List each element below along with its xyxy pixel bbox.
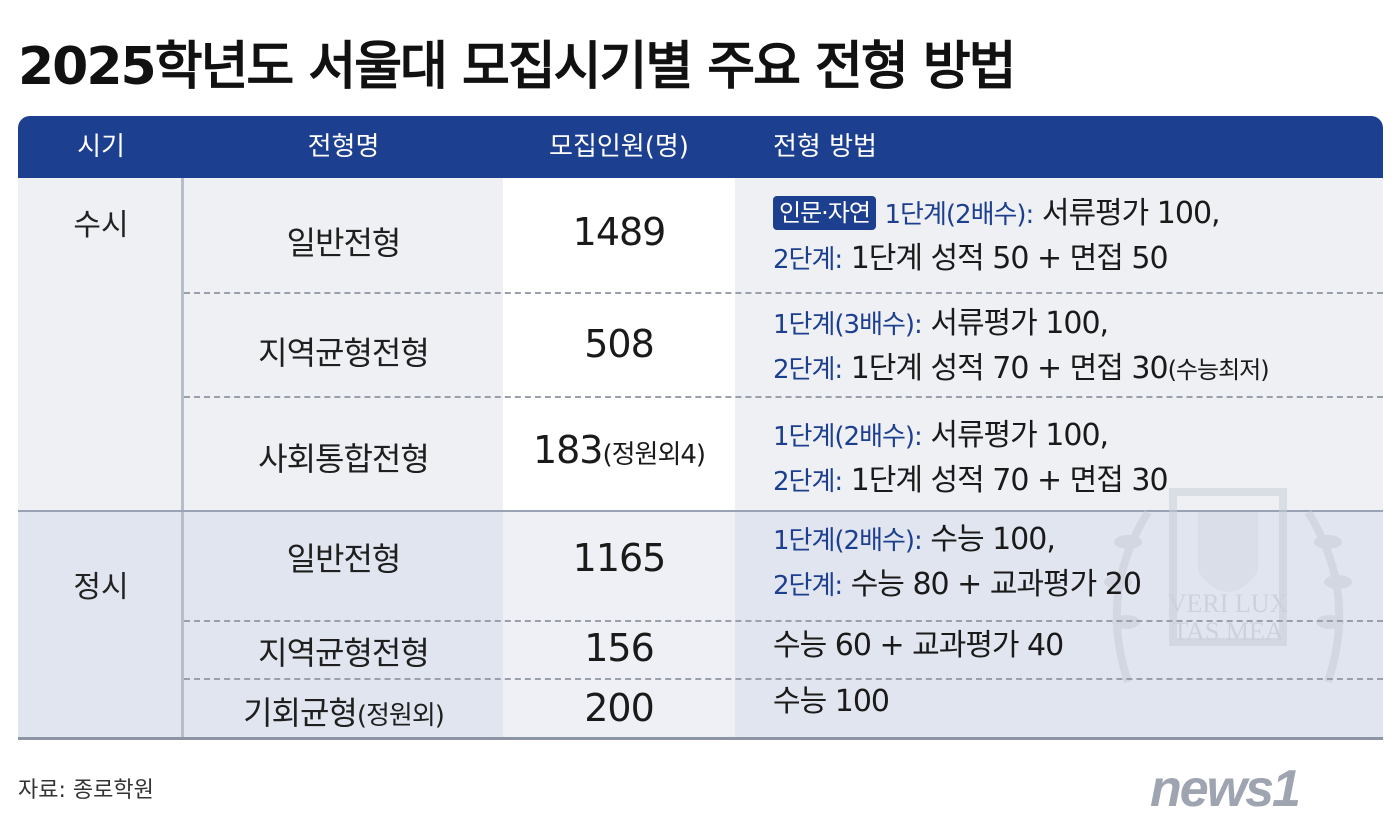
admission-method: 1단계(3배수): 서류평가 100, 2단계: 1단계 성적 70 + 면접 …: [773, 302, 1373, 392]
stage-label: 2단계:: [773, 467, 843, 497]
admission-count: 1489: [572, 210, 667, 254]
row-divider: [184, 678, 1383, 680]
stage-value: 1단계 성적 50 + 면접 50: [850, 241, 1169, 276]
stage-label: 2단계:: [773, 355, 843, 385]
stage-label: 1단계(2배수):: [773, 526, 923, 556]
admission-name: 일반전형: [286, 224, 402, 262]
news1-logo: news1: [1150, 760, 1301, 818]
admission-count-note: (정원외4): [602, 440, 706, 470]
logo-text: news1: [1150, 760, 1299, 818]
period-cell-susi: 수시: [18, 178, 184, 510]
admission-method: 수능 100: [773, 684, 890, 719]
stage-label: 1단계(2배수):: [773, 422, 923, 452]
emblem-motto-line1: VERI LUX: [1168, 589, 1289, 618]
admission-count: 156: [584, 626, 655, 670]
admission-name: 지역균형전형: [258, 334, 430, 372]
stage-value: 1단계 성적 70 + 면접 30: [850, 351, 1169, 386]
admission-method: 수능 60 + 교과평가 40: [773, 628, 1064, 663]
admission-name-cell: 기회균형(정원외): [184, 688, 503, 734]
period-label: 수시: [73, 208, 129, 243]
stage-value: 수능 100,: [930, 522, 1056, 557]
stage-label: 2단계:: [773, 245, 843, 275]
admission-method: 1단계(2배수): 수능 100, 2단계: 수능 80 + 교과평가 20: [773, 518, 1373, 608]
stage-value: 서류평가 100,: [930, 418, 1109, 453]
admission-name-note: (정원외): [356, 701, 445, 731]
table-header: 시기 전형명 모집인원(명) 전형 방법: [18, 116, 1383, 178]
admission-count: 183: [532, 428, 604, 472]
stage-label: 1단계(2배수):: [884, 200, 1035, 230]
admission-name: 사회통합전형: [258, 440, 430, 478]
row-divider: [184, 292, 1383, 294]
header-period: 시기: [77, 132, 125, 162]
admission-count: 200: [584, 686, 655, 730]
row-divider: [184, 620, 1383, 622]
stage-value: 서류평가 100,: [930, 306, 1109, 341]
header-method: 전형 방법: [773, 132, 877, 162]
count-column-bg: [503, 512, 735, 737]
page-title: 2025학년도 서울대 모집시기별 주요 전형 방법: [18, 37, 1017, 97]
jeongsi-section: VERI LUX TAS MEA 정시 일반전형 1165 1단계(2배수): …: [18, 488, 1383, 740]
count-column-bg: [503, 178, 735, 510]
stage-value: 수능 80 + 교과평가 20: [850, 567, 1142, 602]
admission-method: 인문·자연 1단계(2배수): 서류평가 100, 2단계: 1단계 성적 50…: [773, 192, 1373, 282]
source-note: 자료: 종로학원: [18, 778, 154, 803]
track-tag: 인문·자연: [773, 196, 876, 230]
admission-count: 508: [584, 322, 655, 366]
admission-count: 1165: [572, 536, 667, 580]
stage-label: 1단계(3배수):: [773, 310, 923, 340]
stage-label: 2단계:: [773, 571, 843, 601]
header-name: 전형명: [307, 132, 380, 162]
admission-name: 지역균형전형: [258, 634, 430, 672]
admission-method: 1단계(2배수): 서류평가 100, 2단계: 1단계 성적 70 + 면접 …: [773, 414, 1373, 504]
header-count: 모집인원(명): [549, 132, 689, 162]
susi-section: 수시 일반전형 1489 인문·자연 1단계(2배수): 서류평가 100, 2…: [18, 178, 1383, 510]
stage-value: 1단계 성적 70 + 면접 30: [850, 463, 1169, 498]
stage-note: (수능최저): [1167, 356, 1270, 384]
stage-value: 서류평가 100,: [1041, 196, 1221, 231]
period-cell-jeongsi: 정시: [18, 512, 184, 737]
admission-name: 기회균형: [243, 694, 358, 732]
admission-name: 일반전형: [286, 540, 402, 578]
period-label: 정시: [73, 570, 129, 605]
admission-table: 시기 전형명 모집인원(명) 전형 방법 수시 일반전형 1489 인문·자연 …: [18, 116, 1383, 740]
admission-count-cell: 183(정원외4): [503, 428, 735, 472]
row-divider: [184, 396, 1383, 398]
